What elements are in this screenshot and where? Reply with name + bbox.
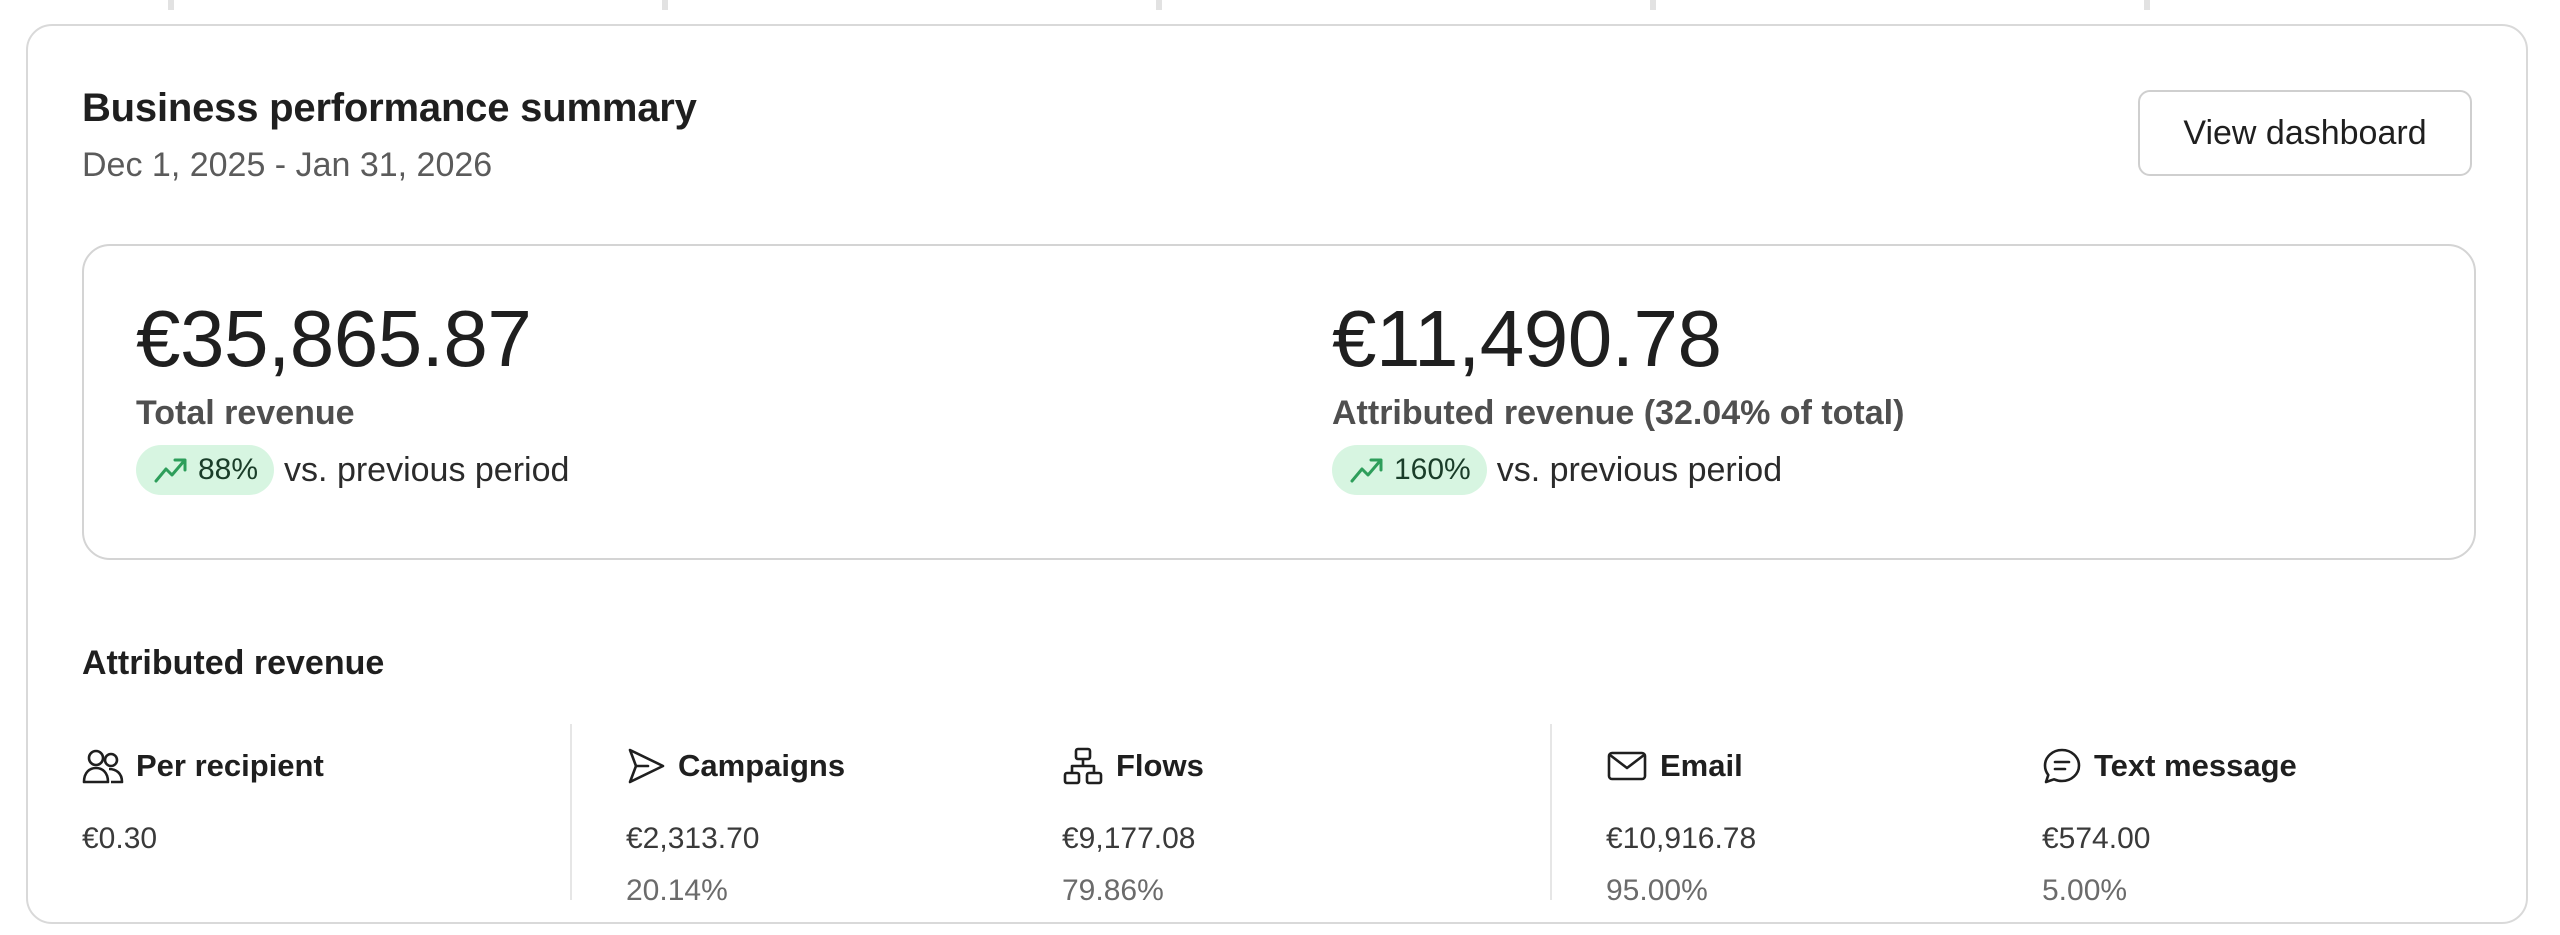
date-range: Dec 1, 2025 - Jan 31, 2026 (82, 146, 493, 184)
stat-header: Per recipient (82, 744, 324, 788)
stat-header: Flows (1062, 744, 1204, 788)
stat-percent: 5.00% (2042, 874, 2128, 907)
attributed-revenue-delta-badge: 160% (1332, 445, 1487, 495)
stat-label: Flows (1116, 748, 1204, 783)
attributed-revenue-delta-suffix: vs. previous period (1496, 450, 1783, 489)
attributed-revenue-section-title: Attributed revenue (82, 644, 385, 682)
total-revenue-delta-badge: 88% (136, 445, 275, 495)
people-icon (82, 749, 124, 784)
total-revenue-delta-value: 88% (198, 453, 259, 486)
stat-value: €9,177.08 (1062, 822, 1196, 855)
stat-value: €0.30 (82, 822, 158, 855)
stat-header: Email (1606, 744, 1756, 788)
stat-percent: 79.86% (1062, 874, 1164, 907)
envelope-icon (1607, 751, 1647, 781)
total-revenue-delta-suffix: vs. previous period (284, 450, 570, 489)
total-revenue-label: Total revenue (136, 394, 355, 432)
stat-value: €10,916.78 (1606, 822, 1757, 855)
stat-header: Campaigns (626, 744, 845, 788)
stat-email: Email €10,916.78 95.00% (1606, 744, 1756, 908)
attributed-revenue-label: Attributed revenue (32.04% of total) (1332, 394, 1905, 432)
stat-label: Per recipient (136, 748, 324, 783)
stat-header: Text message (2042, 744, 2297, 788)
chat-icon (2043, 748, 2081, 784)
stat-label: Text message (2094, 748, 2297, 783)
stat-label: Campaigns (678, 748, 846, 783)
stat-value: €574.00 (2042, 822, 2151, 855)
page-title: Business performance summary (82, 86, 697, 130)
attributed-revenue-metric: €11,490.78 Attributed revenue (32.04% of… (1332, 296, 1904, 495)
attributed-revenue-delta-row: 160% vs. previous period (1332, 445, 1904, 495)
trend-up-icon (154, 458, 187, 483)
stat-per-recipient: Per recipient €0.30 (82, 744, 324, 856)
revenue-summary-box: €35,865.87 Total revenue 88% vs. previou… (82, 244, 2476, 560)
total-revenue-metric: €35,865.87 Total revenue 88% vs. previou… (136, 296, 569, 495)
stat-percent: 95.00% (1606, 874, 1708, 907)
column-divider (570, 724, 572, 900)
stat-campaigns: Campaigns €2,313.70 20.14% (626, 744, 845, 908)
attributed-revenue-delta-value: 160% (1394, 453, 1471, 486)
flow-icon (1063, 747, 1103, 785)
column-divider (1550, 724, 1552, 900)
trend-up-icon (1350, 458, 1383, 483)
view-dashboard-button[interactable]: View dashboard (2138, 90, 2472, 176)
scroll-edge-strip (0, 0, 2560, 10)
total-revenue-delta-row: 88% vs. previous period (136, 445, 569, 495)
business-performance-card: Business performance summary Dec 1, 2025… (26, 24, 2528, 924)
attributed-revenue-value: €11,490.78 (1332, 294, 1722, 383)
total-revenue-value: €35,865.87 (136, 294, 532, 383)
stat-text-message: Text message €574.00 5.00% (2042, 744, 2297, 908)
stat-percent: 20.14% (626, 874, 728, 907)
stat-label: Email (1660, 748, 1743, 783)
stat-flows: Flows €9,177.08 79.86% (1062, 744, 1204, 908)
stat-value: €2,313.70 (626, 822, 760, 855)
send-icon (628, 748, 665, 784)
